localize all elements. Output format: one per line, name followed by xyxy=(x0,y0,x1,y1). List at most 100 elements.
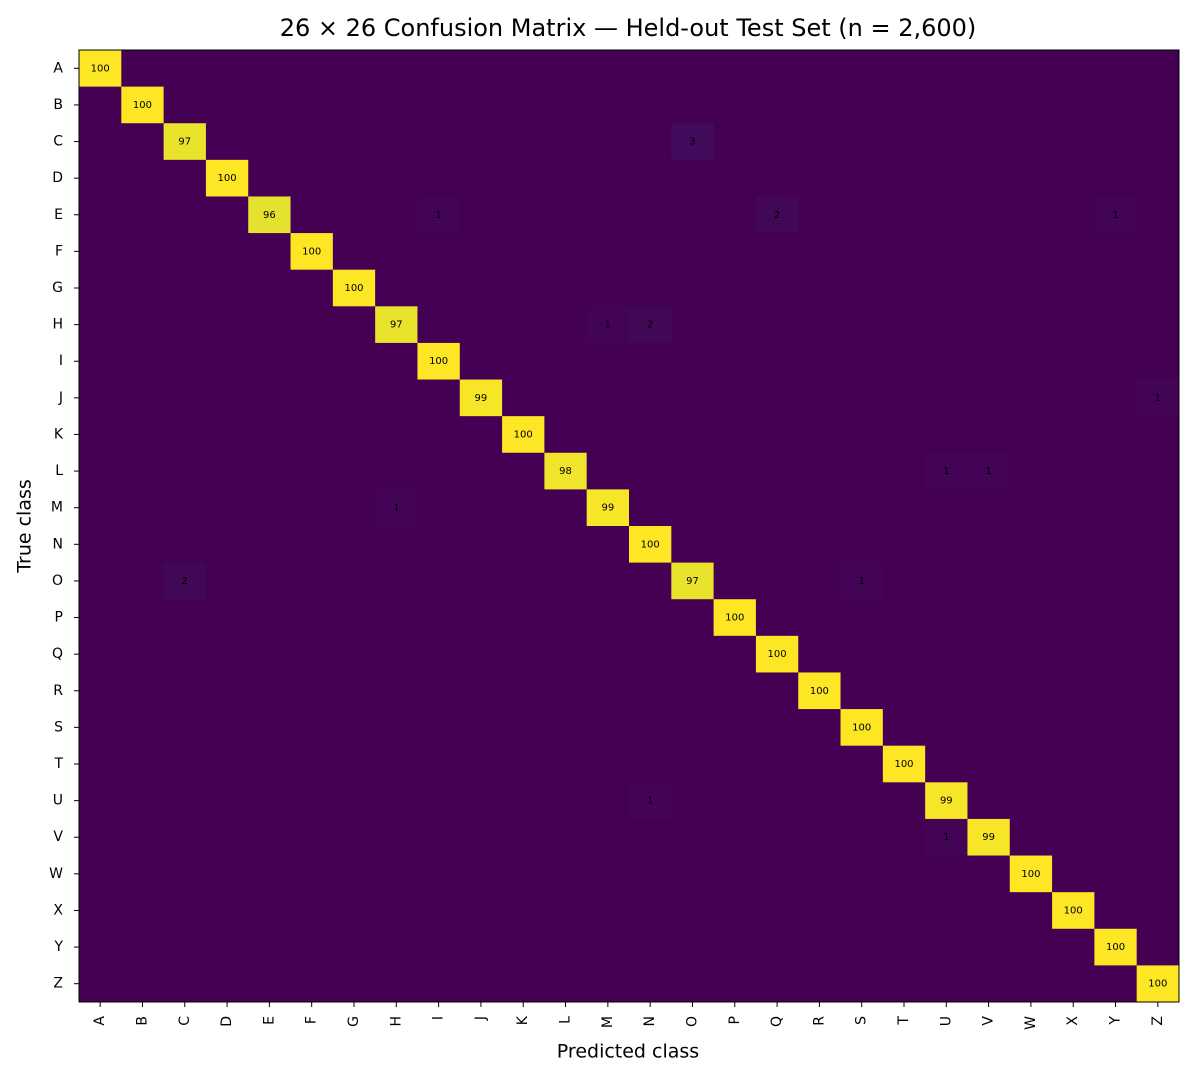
cell xyxy=(205,416,249,454)
cell xyxy=(121,452,165,490)
cell xyxy=(502,599,545,637)
cell xyxy=(1052,489,1095,527)
cell-label: 1 xyxy=(435,210,441,221)
x-tick-label: S xyxy=(854,1016,870,1025)
cell xyxy=(1009,709,1053,747)
cell xyxy=(798,562,842,600)
cell xyxy=(248,269,292,307)
cell-label: 96 xyxy=(263,210,276,221)
cell xyxy=(459,233,503,271)
cell xyxy=(967,196,1011,234)
cell xyxy=(671,855,715,893)
cell xyxy=(332,709,376,747)
cell-label: 1 xyxy=(1112,210,1118,221)
cell xyxy=(248,159,292,197)
cell xyxy=(205,159,249,197)
cell xyxy=(798,123,842,161)
cell xyxy=(1009,635,1053,673)
cell xyxy=(459,269,503,307)
cell xyxy=(121,379,165,417)
cell xyxy=(544,635,588,673)
cell xyxy=(1052,928,1095,966)
cell xyxy=(544,855,588,893)
cell xyxy=(629,342,672,381)
cell xyxy=(713,269,757,307)
cell xyxy=(840,159,884,197)
cell xyxy=(459,818,503,857)
cell xyxy=(713,342,757,381)
cell xyxy=(290,928,334,966)
cell xyxy=(544,159,588,197)
cell xyxy=(332,562,376,600)
cell xyxy=(967,745,1011,783)
cell-label: 1 xyxy=(393,503,399,514)
cell xyxy=(1136,196,1180,234)
cell xyxy=(1136,50,1180,88)
cell-label: 99 xyxy=(940,796,953,807)
cell xyxy=(544,892,588,930)
cell xyxy=(1052,782,1095,820)
cell xyxy=(248,489,292,527)
cell xyxy=(1009,233,1053,271)
cell xyxy=(290,672,334,710)
cell xyxy=(586,416,630,454)
cell xyxy=(1094,672,1138,710)
cell xyxy=(163,672,207,710)
cell xyxy=(755,269,799,307)
cell xyxy=(586,928,630,966)
cell xyxy=(502,196,545,234)
cell xyxy=(79,159,122,197)
x-tick-label: W xyxy=(1023,1016,1039,1030)
cell xyxy=(967,709,1011,747)
cell xyxy=(713,782,757,820)
cell xyxy=(1094,818,1138,857)
cell xyxy=(502,562,545,600)
cell xyxy=(1009,818,1053,857)
cell xyxy=(629,196,672,234)
cell xyxy=(79,379,122,417)
cell xyxy=(459,123,503,161)
cell xyxy=(375,526,418,564)
cell xyxy=(544,86,588,124)
cell xyxy=(205,452,249,490)
cell xyxy=(755,86,799,124)
cell xyxy=(840,745,884,783)
cell xyxy=(755,892,799,930)
cell xyxy=(586,672,630,710)
cell xyxy=(248,379,292,417)
cell xyxy=(1009,269,1053,307)
cell xyxy=(629,709,672,747)
cell xyxy=(1136,342,1180,381)
cell xyxy=(629,745,672,783)
cell xyxy=(248,452,292,490)
cell xyxy=(417,562,461,600)
cell xyxy=(925,709,968,747)
cell xyxy=(713,855,757,893)
cell xyxy=(755,123,799,161)
cell xyxy=(671,599,715,637)
cell xyxy=(586,306,630,344)
cell xyxy=(544,269,588,307)
cell xyxy=(248,635,292,673)
cell xyxy=(332,745,376,783)
cell xyxy=(1009,452,1053,490)
cell xyxy=(1052,86,1095,124)
cell-label: 1 xyxy=(647,796,653,807)
cell xyxy=(290,452,334,490)
y-tick-label: R xyxy=(53,683,63,699)
cell xyxy=(882,526,926,564)
cell xyxy=(713,965,757,1003)
x-tick-label: K xyxy=(515,1015,531,1025)
cell xyxy=(121,709,165,747)
cell xyxy=(375,965,418,1003)
cell xyxy=(1136,416,1180,454)
cell xyxy=(502,416,545,454)
cell xyxy=(459,745,503,783)
cell xyxy=(967,379,1011,417)
x-tick-label: I xyxy=(431,1016,447,1020)
cell xyxy=(417,233,461,271)
cell xyxy=(121,342,165,381)
y-tick-label: Y xyxy=(53,939,63,955)
cell xyxy=(79,123,122,161)
cell xyxy=(290,709,334,747)
